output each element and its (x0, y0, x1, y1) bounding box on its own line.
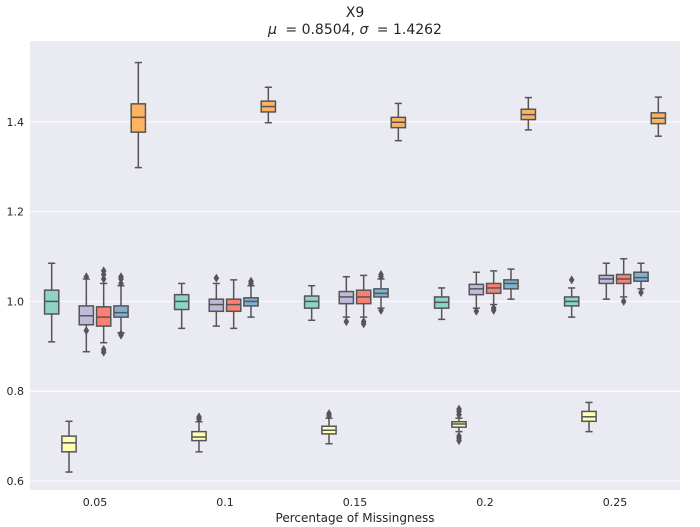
box-method-4-0.2 (485, 270, 502, 315)
flier-point (83, 326, 90, 336)
x-tick-label: 0.25 (603, 496, 628, 509)
sigma-symbol: σ (359, 22, 369, 38)
x-tick-label: 0.05 (83, 496, 108, 509)
box-iqr (61, 435, 77, 453)
x-tick-labels: 0.05 0.1 0.15 0.2 0.25 (83, 496, 628, 509)
box-method-3-0.15 (338, 275, 355, 327)
box-method-2-0.2 (451, 404, 467, 446)
box-method-4-0.25 (615, 258, 632, 306)
box-method-5-0.05 (113, 272, 129, 340)
chart-subtitle: μ = 0.8504, σ = 1.4262 (267, 22, 442, 38)
box-method-5-0.1 (243, 276, 259, 318)
box-method-3-0.25 (598, 262, 615, 300)
box-method-6-0.05 (130, 61, 147, 169)
flier-point (568, 275, 575, 285)
flier-point (83, 272, 90, 282)
box-iqr (191, 430, 207, 442)
flier-point (326, 409, 332, 419)
flier-point (456, 436, 462, 446)
box-method-6-0.15 (390, 102, 407, 142)
box-method-4-0.15 (355, 274, 372, 329)
box-method-3-0.1 (208, 273, 225, 327)
flier-point (378, 305, 384, 315)
flier-point (343, 317, 350, 327)
x-tick-label: 0.2 (476, 496, 494, 509)
box-method-6-0.2 (520, 96, 537, 131)
box-method-1-0.1 (173, 282, 190, 330)
flier-point (248, 276, 254, 286)
box-iqr (113, 305, 129, 318)
box-iqr (503, 279, 519, 290)
box-method-5-0.25 (633, 262, 649, 297)
box-method-3-0.05 (78, 272, 95, 353)
box-method-2-0.15 (321, 409, 337, 445)
flier-point (490, 305, 497, 315)
box-method-4-0.1 (225, 279, 242, 330)
y-tick-labels: 0.6 0.8 1.0 1.2 1.4 (7, 116, 25, 488)
box-iqr (633, 271, 649, 282)
y-tick-label: 0.8 (7, 385, 25, 398)
chart-title: X9 (346, 5, 365, 21)
flier-point (473, 306, 480, 316)
box-groups (43, 61, 667, 473)
sigma-value: = 1.4262 (377, 22, 442, 38)
flier-point (118, 272, 124, 282)
box-method-1-0.25 (563, 275, 580, 318)
box-method-6-0.1 (260, 86, 277, 124)
flier-point (378, 269, 384, 279)
box-method-4-0.05 (95, 266, 112, 357)
box-method-2-0.25 (581, 401, 597, 433)
flier-point (100, 347, 107, 357)
flier-point (620, 296, 627, 306)
box-method-1-0.05 (43, 262, 60, 343)
flier-point (456, 404, 462, 414)
x-axis-label: Percentage of Missingness (276, 511, 435, 525)
flier-point (638, 287, 644, 297)
flier-point (196, 412, 202, 422)
y-tick-label: 0.6 (7, 475, 25, 488)
mu-symbol: μ (267, 22, 277, 38)
y-tick-label: 1.0 (7, 295, 25, 308)
x-tick-label: 0.15 (343, 496, 368, 509)
box-method-5-0.2 (503, 268, 519, 300)
box-method-1-0.15 (303, 284, 320, 322)
box-method-3-0.2 (468, 271, 485, 316)
box-method-2-0.05 (61, 420, 77, 473)
plot-background (30, 41, 680, 490)
flier-point (213, 273, 220, 283)
y-tick-label: 1.4 (7, 116, 25, 129)
box-method-5-0.15 (373, 269, 389, 315)
flier-point (360, 319, 367, 329)
box-method-1-0.2 (433, 287, 450, 321)
flier-point (100, 266, 107, 276)
box-method-2-0.1 (191, 412, 207, 453)
box-method-6-0.25 (650, 96, 667, 137)
y-tick-label: 1.2 (7, 206, 25, 219)
mu-value: = 0.8504, (285, 22, 359, 38)
flier-point (118, 330, 124, 340)
x-tick-label: 0.1 (216, 496, 234, 509)
